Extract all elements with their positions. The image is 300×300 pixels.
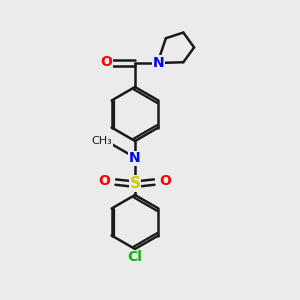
Text: Cl: Cl	[128, 250, 142, 264]
Text: S: S	[130, 176, 140, 191]
Text: O: O	[100, 55, 112, 69]
Text: O: O	[160, 174, 172, 188]
Text: CH₃: CH₃	[92, 136, 112, 146]
Text: N: N	[152, 56, 164, 70]
Text: O: O	[98, 174, 110, 188]
Text: N: N	[129, 152, 141, 165]
